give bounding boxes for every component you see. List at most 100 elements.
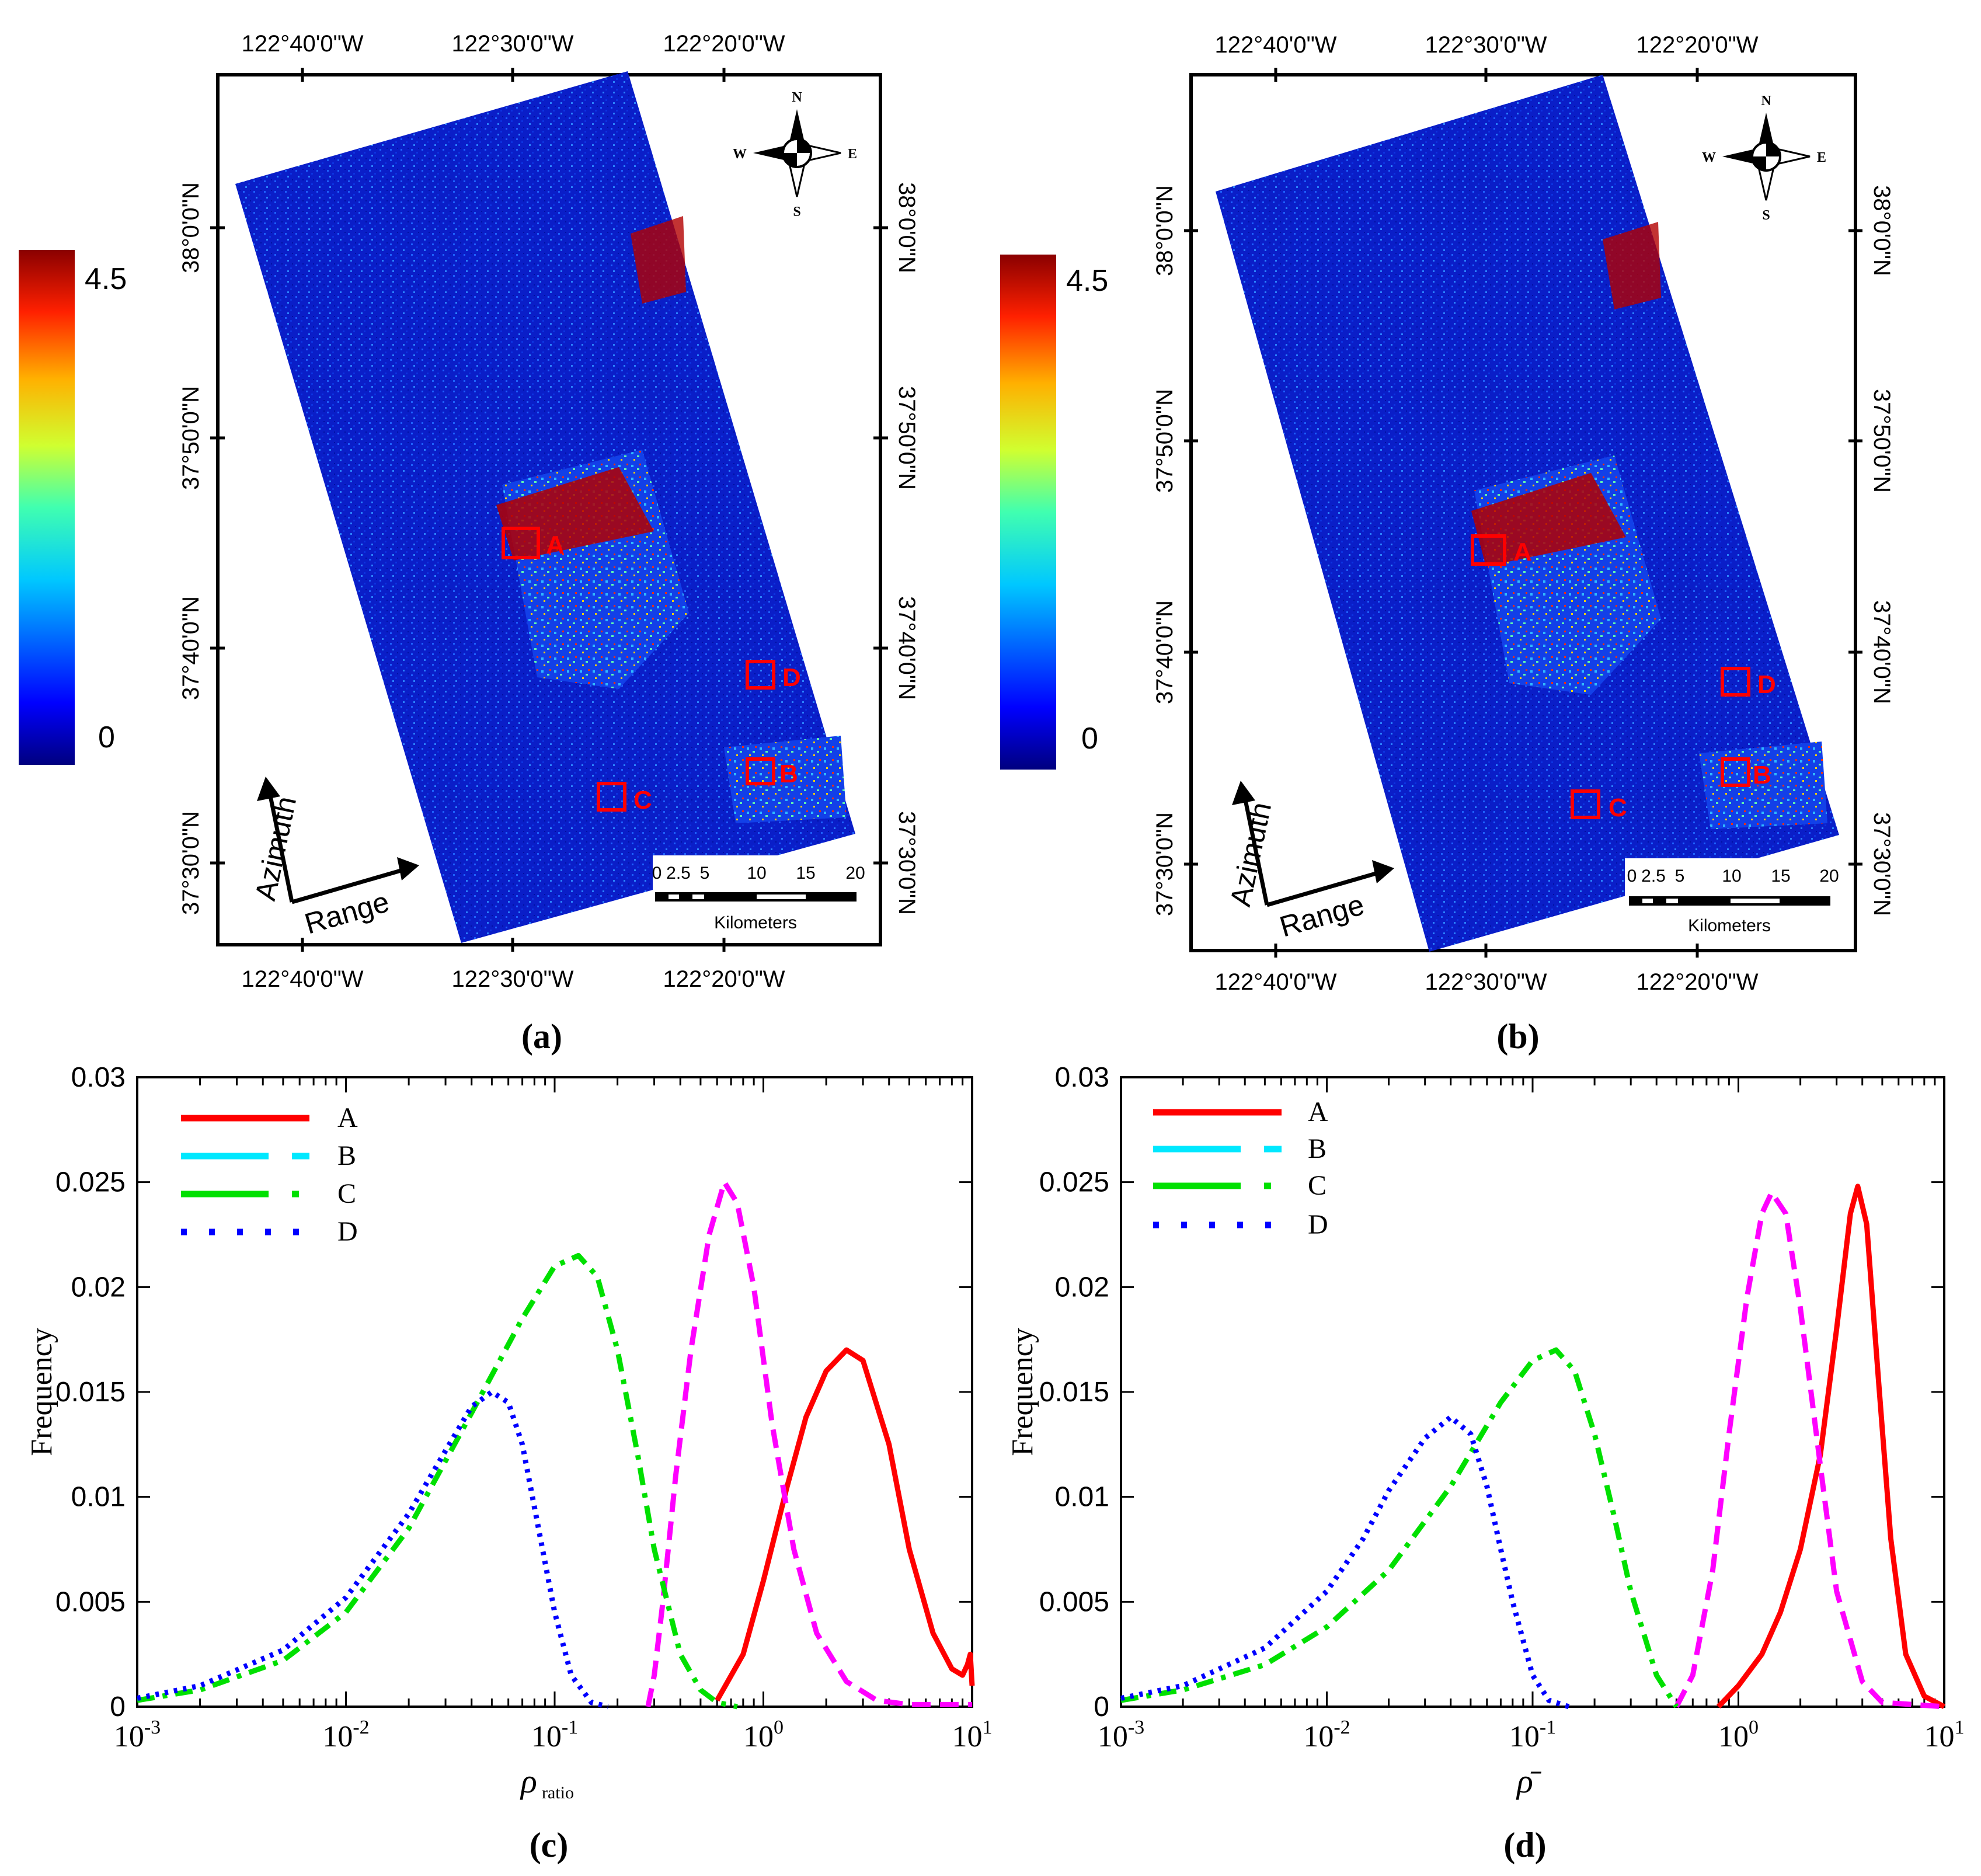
x-tick-label: 10-1 bbox=[531, 1717, 578, 1753]
scale-unit: Kilometers bbox=[714, 913, 797, 932]
scale-tick: 15 bbox=[796, 864, 815, 883]
y-tick-label: 0.01 bbox=[1055, 1482, 1109, 1513]
scale-tick: 5 bbox=[700, 864, 710, 883]
urban-south bbox=[1699, 742, 1827, 829]
lon-tick-label: 122°20'0"W bbox=[1636, 32, 1758, 58]
y-tick-label: 0.025 bbox=[55, 1167, 126, 1198]
panel-label: (c) bbox=[530, 1826, 569, 1864]
lon-tick-label: 122°30'0"W bbox=[1425, 969, 1547, 995]
legend-label-A: A bbox=[337, 1102, 358, 1133]
scale-tick: 0 bbox=[1627, 866, 1637, 886]
scale-bar: 0 2.5 5 10 15 20 Kilometers bbox=[652, 855, 865, 932]
scale-tick: 20 bbox=[1819, 866, 1839, 886]
lat-tick-label: 37°50'0"N bbox=[178, 386, 204, 490]
legend: A B C D bbox=[181, 1102, 358, 1247]
region-box-D: D bbox=[746, 660, 801, 692]
series-line-C bbox=[137, 1252, 738, 1710]
lon-tick-label: 122°40'0"W bbox=[241, 31, 363, 57]
lon-ticks-top: 122°40'0"W 122°30'0"W 122°20'0"W bbox=[241, 31, 785, 82]
scale-tick: 10 bbox=[747, 864, 766, 883]
legend-label-C: C bbox=[337, 1178, 356, 1209]
y-tick-label: 0.02 bbox=[1055, 1272, 1109, 1303]
compass-n: N bbox=[1761, 93, 1771, 109]
x-tick-label: 10-2 bbox=[322, 1717, 369, 1753]
y-axis-label: Frequency bbox=[1006, 1328, 1039, 1456]
urban-core bbox=[496, 467, 654, 561]
lat-tick-label: 38°0'0"N bbox=[894, 182, 920, 273]
colorbar bbox=[1000, 255, 1056, 770]
legend-label-A: A bbox=[1308, 1097, 1328, 1127]
y-tick-label: 0.025 bbox=[1039, 1167, 1109, 1198]
panel-label: (d) bbox=[1503, 1826, 1546, 1864]
lat-tick-label: 37°30'0"N bbox=[1869, 812, 1895, 916]
lon-tick-label: 122°30'0"W bbox=[1425, 32, 1547, 58]
x-tick-label: 10-2 bbox=[1303, 1717, 1350, 1753]
scale-tick: 5 bbox=[1675, 866, 1685, 886]
series-line-D bbox=[1120, 1414, 1570, 1710]
colorbar-min-label: 0 bbox=[1081, 722, 1098, 756]
x-tick-label: 10-3 bbox=[114, 1717, 161, 1753]
chart-panel-c: 10-3 10-2 10-1 100 101 0 0.005 0.01 0.015 0.02 0.… bbox=[25, 1062, 993, 1864]
region-label: B bbox=[1753, 761, 1771, 789]
plot-area bbox=[1120, 1076, 1945, 1708]
region-label: C bbox=[633, 786, 652, 815]
y-tick-label: 0.03 bbox=[71, 1062, 126, 1093]
region-box-A: A bbox=[1471, 534, 1532, 566]
x-axis-symbol: ρ bbox=[520, 1762, 537, 1800]
plot-area bbox=[136, 1076, 973, 1708]
region-box-C: C bbox=[1571, 789, 1627, 822]
lat-tick-label: 38°0'0"N bbox=[1152, 185, 1178, 276]
x-tick-label: 101 bbox=[952, 1717, 993, 1753]
scale-tick: 2.5 bbox=[1641, 866, 1666, 886]
scale-tick: 10 bbox=[1722, 866, 1741, 886]
y-tick-label: 0.005 bbox=[55, 1586, 126, 1617]
x-tick-label: 10-1 bbox=[1509, 1717, 1556, 1753]
lat-tick-label: 37°30'0"N bbox=[894, 811, 920, 915]
legend-label-B: B bbox=[1308, 1133, 1327, 1164]
x-axis-label: ρ̄ bbox=[1516, 1762, 1542, 1800]
colorbar-min-label: 0 bbox=[98, 721, 115, 754]
legend: A B C D bbox=[1153, 1097, 1328, 1240]
urban-core bbox=[1471, 473, 1626, 566]
scale-tick: 15 bbox=[1771, 866, 1790, 886]
x-axis-subscript: ratio bbox=[542, 1783, 574, 1802]
panel-label: (b) bbox=[1496, 1017, 1539, 1056]
lat-tick-label: 37°40'0"N bbox=[894, 596, 920, 700]
lat-tick-label: 37°30'0"N bbox=[178, 811, 204, 915]
legend-label-B: B bbox=[337, 1140, 356, 1171]
lon-tick-label: 122°40'0"W bbox=[1214, 32, 1336, 58]
region-box-D: D bbox=[1721, 667, 1776, 699]
lat-tick-label: 37°40'0"N bbox=[1152, 600, 1178, 704]
x-axis-label: ρ ratio bbox=[520, 1762, 574, 1802]
lat-tick-label: 37°40'0"N bbox=[1869, 600, 1895, 704]
lat-ticks-left: 38°0'0"N 37°50'0"N 37°40'0"N 37°30'0"N bbox=[1152, 185, 1198, 916]
lon-tick-label: 122°30'0"W bbox=[451, 966, 573, 992]
series-lines bbox=[1120, 1184, 1946, 1710]
map-panel-b: 4.5 0 A B C D 122°40'0"W 122°30'0 bbox=[1000, 32, 1895, 1056]
colorbar-max-label: 4.5 bbox=[85, 262, 127, 296]
x-tick-label: 10-3 bbox=[1098, 1717, 1144, 1753]
y-tick-label: 0.005 bbox=[1039, 1586, 1109, 1617]
x-tick-label: 100 bbox=[1718, 1717, 1759, 1753]
y-tick-label: 0 bbox=[110, 1691, 126, 1722]
x-tick-label: 101 bbox=[1924, 1717, 1965, 1753]
compass-rose: N S E W bbox=[733, 90, 857, 220]
y-tick-label: 0 bbox=[1094, 1691, 1109, 1722]
lat-tick-label: 37°50'0"N bbox=[894, 386, 920, 490]
x-tick-label: 100 bbox=[743, 1717, 784, 1753]
series-line-D bbox=[137, 1389, 609, 1710]
compass-s: S bbox=[1762, 208, 1770, 223]
x-ticks: 10-3 10-2 10-1 100 101 bbox=[1098, 1077, 1965, 1753]
scale-tick: 2.5 bbox=[666, 864, 691, 883]
region-box-C: C bbox=[597, 782, 652, 815]
lon-tick-label: 122°20'0"W bbox=[1636, 969, 1758, 995]
colorbar-max-label: 4.5 bbox=[1066, 264, 1108, 298]
lon-ticks-bottom: 122°40'0"W 122°30'0"W 122°20'0"W bbox=[1214, 944, 1759, 995]
compass-w: W bbox=[733, 147, 747, 162]
region-box-A: A bbox=[502, 527, 565, 559]
scale-tick: 20 bbox=[845, 864, 865, 883]
region-label: A bbox=[1513, 538, 1532, 566]
series-line-C bbox=[1120, 1347, 1679, 1708]
region-label: D bbox=[1757, 670, 1776, 699]
